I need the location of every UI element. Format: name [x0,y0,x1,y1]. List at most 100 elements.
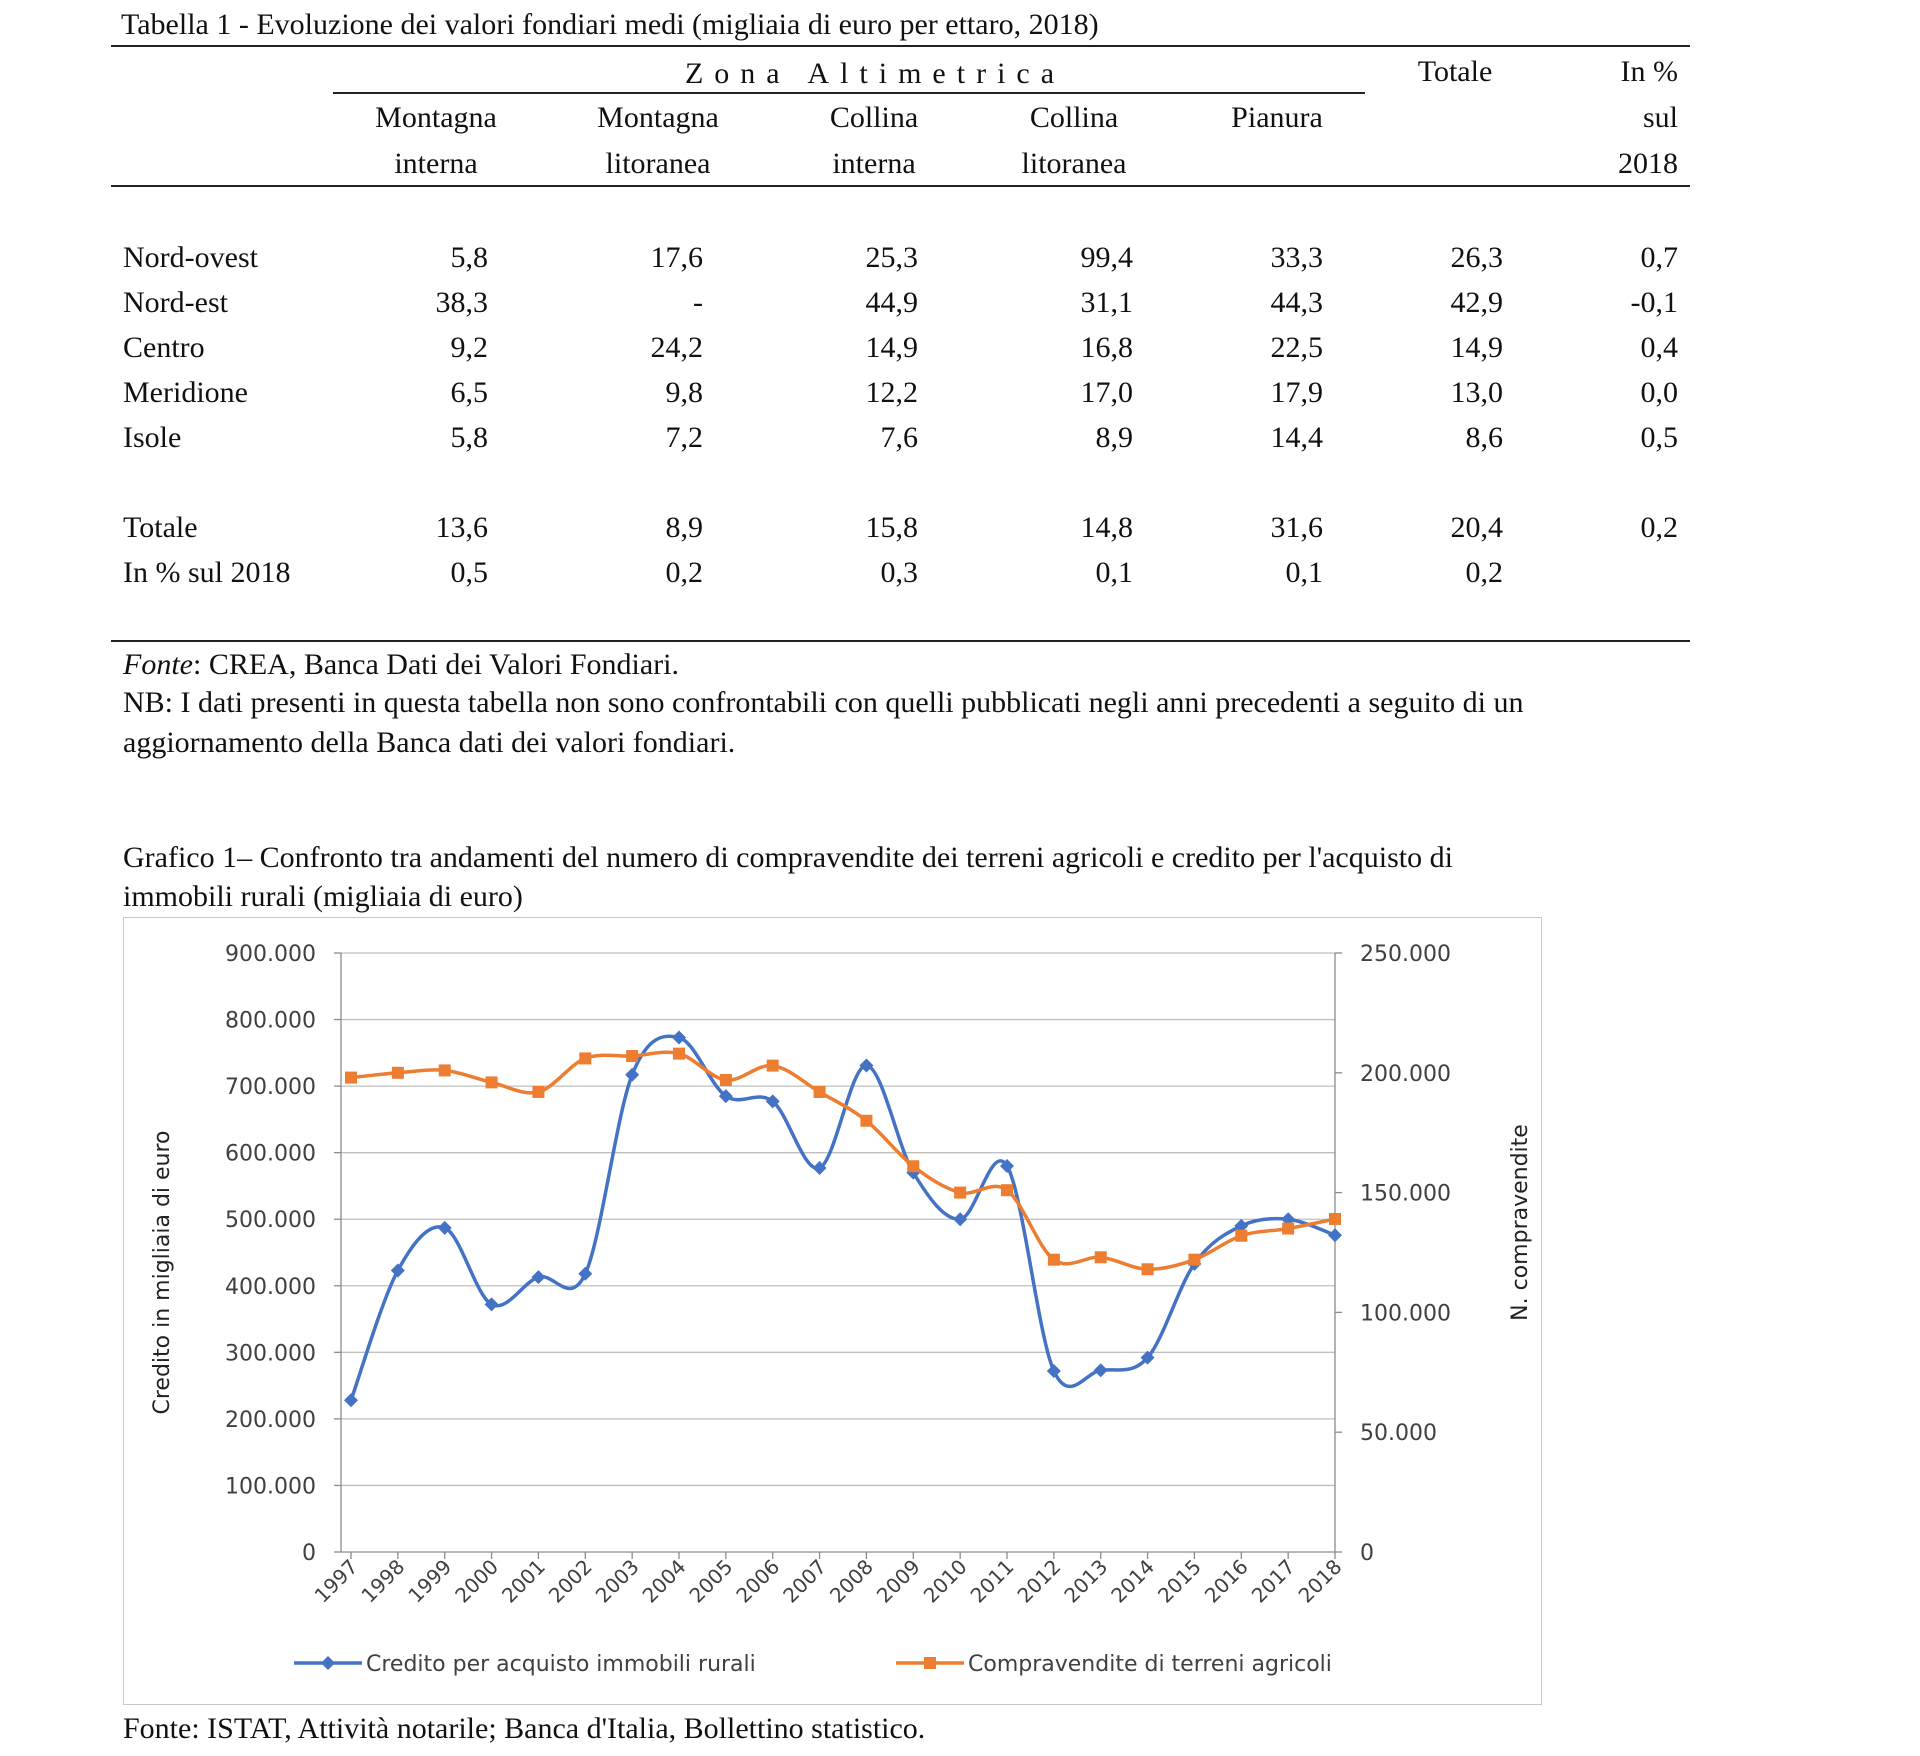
y-left-axis-title: Credito in migliaia di euro [150,1130,175,1414]
col-header-montagna-litoranea-1: Montagna [597,101,719,134]
y-right-tick-label: 0 [1360,1541,1374,1566]
compravendite-point [626,1050,639,1063]
row-isole-collina-litoranea-cell: 8,9 [1095,421,1134,454]
row-nord-ovest-totale-cell: 26,3 [1450,241,1504,274]
x-tick-label: 2015 [1153,1555,1206,1608]
col-header-collina-interna-2: interna [832,147,916,180]
legend-label-2: Compravendite di terreni agricoli [968,1652,1332,1677]
row-centro-collina-interna-cell: 14,9 [865,331,919,364]
y-left-tick-label: 0 [302,1541,316,1566]
row-in-pct-2018-label: In % sul 2018 [123,556,291,589]
x-tick-label: 2000 [450,1555,503,1608]
col-header-collina-interna-1: Collina [829,101,919,134]
table-top-rule [111,45,1690,47]
legend-square-marker [924,1657,936,1669]
row-nord-est-pianura-cell: 44,3 [1270,286,1324,319]
x-tick-label: 1997 [310,1555,363,1608]
credito-point [578,1266,593,1281]
x-tick-label: 2010 [919,1555,972,1608]
row-centro-pct-2018-cell: 0,4 [1640,331,1679,364]
chart-frame: 0 100.000 200.000 300.000 400.000 500.000 600.… [123,917,1542,1705]
chart-title-line1: Grafico 1– Confronto tra andamenti del n… [123,841,1453,874]
series-line-1 [349,1034,1336,1401]
row-totale-pianura-cell: 31,6 [1270,511,1324,544]
credito-point [672,1030,686,1045]
row-totale-montagna-interna-cell: 13,6 [435,511,489,544]
x-tick-label: 2002 [544,1555,597,1608]
row-nord-ovest-montagna-interna-cell: 5,8 [450,241,489,274]
row-nord-ovest-pianura-cell: 33,3 [1270,241,1324,274]
row-centro-collina-litoranea-cell: 16,8 [1080,331,1134,364]
row-meridione-montagna-litoranea-cell: 9,8 [665,376,704,409]
compravendite-point [1094,1251,1107,1264]
row-isole-pct-2018-cell: 0,5 [1640,421,1679,454]
credito-point [390,1263,405,1278]
y-left-tick-label: 300.000 [225,1341,316,1366]
row-centro-label: Centro [123,331,205,364]
compravendite-point [1047,1253,1060,1266]
header-bottom-rule [111,185,1690,187]
row-nord-est-montagna-interna-cell: 38,3 [435,286,489,319]
y-left-tick-label: 200.000 [225,1408,316,1433]
compravendite-point [1141,1263,1154,1276]
pct-header-line3: 2018 [1618,147,1678,180]
y-right-tick-label: 100.000 [1360,1301,1451,1326]
y-right-tick-label: 150.000 [1360,1182,1451,1207]
compravendite-point [860,1114,873,1127]
row-in-pct-2018-montagna-interna-cell: 0,5 [450,556,489,589]
row-nord-est-totale-cell: 42,9 [1450,286,1504,319]
row-nord-ovest-collina-litoranea-cell: 99,4 [1080,241,1134,274]
row-nord-est-collina-litoranea-cell: 31,1 [1080,286,1134,319]
row-nord-ovest-pct-2018-cell: 0,7 [1640,241,1679,274]
x-tick-label: 2017 [1247,1555,1300,1608]
row-isole-montagna-litoranea-cell: 7,2 [665,421,704,454]
legend-label-1: Credito per acquisto immobili rurali [366,1652,756,1677]
fonte-text: : CREA, Banca Dati dei Valori Fondiari. [192,648,680,681]
row-meridione-montagna-interna-cell: 6,5 [450,376,489,409]
credito-point [531,1270,546,1285]
credito-point [484,1297,499,1312]
row-isole-montagna-interna-cell: 5,8 [450,421,489,454]
row-meridione-totale-cell: 13,0 [1450,376,1504,409]
compravendite-point [813,1085,826,1098]
compravendite-point [1235,1229,1248,1242]
compravendite-point [954,1186,967,1199]
row-isole-pianura-cell: 14,4 [1270,421,1324,454]
y-left-tick-label: 800.000 [225,1009,316,1034]
chart-title-line2: immobili rurali (migliaia di euro) [123,880,523,913]
compravendite-point [438,1064,451,1077]
x-tick-label: 2008 [825,1555,878,1608]
row-centro-totale-cell: 14,9 [1450,331,1504,364]
col-header-collina-litoranea-1: Collina [1029,101,1119,134]
row-centro-montagna-interna-cell: 9,2 [450,331,489,364]
row-totale-label: Totale [123,511,198,544]
row-in-pct-2018-collina-interna-cell: 0,3 [880,556,919,589]
zona-underline [333,92,1365,94]
x-tick-label: 2005 [684,1555,737,1608]
x-tick-label: 2012 [1012,1555,1065,1608]
y-left-tick-label: 900.000 [225,942,316,967]
credito-point [344,1393,358,1408]
row-in-pct-2018-pianura-cell: 0,1 [1285,556,1324,589]
row-nord-ovest-collina-interna-cell: 25,3 [865,241,919,274]
row-nord-est-montagna-litoranea-cell: - [693,286,703,319]
table-bottom-rule [111,640,1690,642]
row-centro-pianura-cell: 22,5 [1270,331,1324,364]
compravendite-point [485,1076,498,1089]
y-left-tick-label: 600.000 [225,1142,316,1167]
credito-point [765,1094,780,1109]
pct-header-line1: In % [1620,55,1678,88]
y-right-tick-label: 200.000 [1360,1062,1451,1087]
x-tick-label: 2006 [731,1555,784,1608]
row-centro-montagna-litoranea-cell: 24,2 [650,331,704,364]
row-meridione-collina-interna-cell: 12,2 [865,376,919,409]
row-totale-collina-litoranea-cell: 14,8 [1080,511,1134,544]
credito-point [1093,1363,1108,1378]
row-totale-montagna-litoranea-cell: 8,9 [665,511,704,544]
row-nord-est-pct-2018-cell: -0,1 [1630,286,1679,319]
credito-point [812,1160,827,1175]
row-nord-est-collina-interna-cell: 44,9 [865,286,919,319]
credito-point [1046,1363,1061,1378]
x-tick-label: 2014 [1106,1555,1159,1608]
